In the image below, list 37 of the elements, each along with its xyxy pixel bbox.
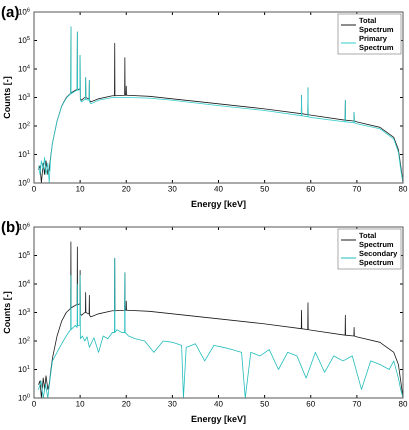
x-tick-label: 20 [122,184,132,194]
y-tick-label: 10$^{0}$ [18,178,30,188]
x-tick-label: 60 [306,184,316,194]
x-tick-label: 20 [122,400,132,409]
y-tick-label: 10$^{4}$ [18,280,30,289]
x-tick-label: 50 [260,184,270,194]
x-axis-title: Energy [keV] [190,414,246,424]
y-tick-label: 10$^{0}$ [18,394,30,403]
x-tick-label: 60 [306,400,316,409]
x-tick-label: 70 [352,184,362,194]
x-tick-label: 0 [32,184,37,194]
y-tick-label: 10$^{5}$ [18,36,30,46]
y-tick-label: 10$^{1}$ [18,365,30,374]
y-tick-label: 10$^{4}$ [18,64,30,74]
y-axis-title: Counts [-] [2,291,12,334]
x-tick-label: 0 [32,400,37,409]
x-tick-label: 10 [76,400,86,409]
chart-title: (a) [1,4,20,21]
x-tick-label: 50 [260,400,270,409]
y-tick-label: 10$^{2}$ [18,336,30,346]
y-tick-label: 10$^{2}$ [18,122,30,131]
x-axis-title: Energy [keV] [190,199,246,209]
x-tick-label: 80 [398,400,408,409]
y-tick-label: 10$^{1}$ [18,150,30,160]
x-tick-label: 30 [168,184,178,194]
x-tick-label: 10 [76,184,86,194]
x-tick-label: 40 [214,400,224,409]
x-tick-label: 70 [352,400,362,409]
y-tick-label: 10$^{3}$ [18,308,30,318]
line-series [38,26,403,183]
x-tick-label: 40 [214,184,224,194]
x-tick-label: 30 [168,400,178,409]
y-axis-title: Counts [-] [2,76,12,119]
y-tick-label: 10$^{3}$ [18,93,30,102]
y-tick-label: 10$^{6}$ [18,8,30,17]
y-tick-label: 10$^{5}$ [18,251,30,260]
x-tick-label: 80 [398,184,408,194]
